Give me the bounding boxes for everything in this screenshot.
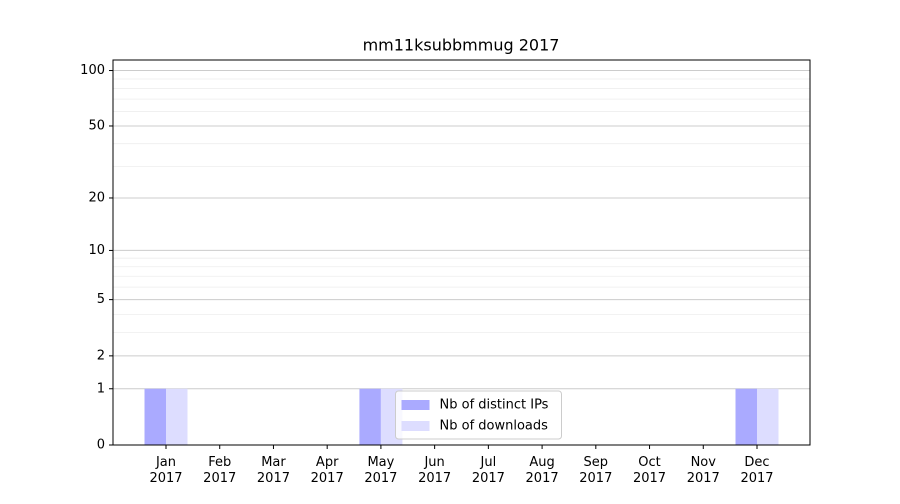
y-tick-label: 100 — [80, 63, 105, 78]
x-tick-label: May 2017 — [364, 455, 397, 486]
x-tick-label: Feb 2017 — [203, 455, 236, 486]
x-tick-label: Jun 2017 — [418, 455, 451, 486]
y-tick-label: 50 — [88, 118, 105, 133]
y-tick-label: 5 — [97, 292, 105, 307]
bar — [359, 388, 381, 445]
legend-box — [395, 390, 562, 440]
x-tick-label: Jan 2017 — [149, 455, 182, 486]
x-tick-label: Apr 2017 — [311, 455, 344, 486]
y-tick-label: 20 — [88, 190, 105, 205]
legend-label: Nb of distinct IPs — [440, 398, 549, 413]
bar — [735, 388, 757, 445]
x-tick-label: Aug 2017 — [526, 455, 559, 486]
chart-title: mm11ksubbmmug 2017 — [363, 36, 560, 55]
plot-frame — [112, 59, 811, 446]
bar — [757, 388, 779, 445]
x-tick-label: Sep 2017 — [579, 455, 612, 486]
bar — [166, 388, 188, 445]
y-tick-label: 1 — [97, 381, 105, 396]
x-tick-label: Mar 2017 — [257, 455, 290, 486]
x-tick-label: Jul 2017 — [472, 455, 505, 486]
x-tick-label: Dec 2017 — [740, 455, 773, 486]
y-tick-label: 0 — [97, 438, 105, 453]
legend-swatch — [401, 400, 430, 410]
legend-label: Nb of downloads — [440, 419, 549, 434]
x-tick-label: Oct 2017 — [633, 455, 666, 486]
legend-swatch — [401, 421, 430, 431]
bar — [144, 388, 166, 445]
y-tick-label: 2 — [97, 348, 105, 363]
y-tick-label: 10 — [88, 243, 105, 258]
x-tick-label: Nov 2017 — [687, 455, 720, 486]
